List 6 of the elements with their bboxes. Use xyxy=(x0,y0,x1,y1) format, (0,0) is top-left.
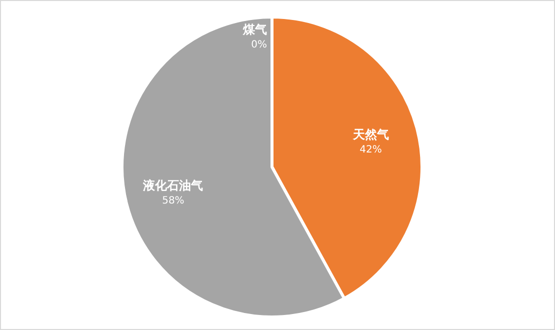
data-label: 42% xyxy=(360,144,382,156)
text: 0% xyxy=(251,40,267,50)
slice-label: 液化石油气 xyxy=(142,178,204,192)
slice-label: 天然气 xyxy=(352,128,389,142)
data-label: 58% xyxy=(162,195,184,206)
category-label: 煤气 xyxy=(243,22,267,36)
